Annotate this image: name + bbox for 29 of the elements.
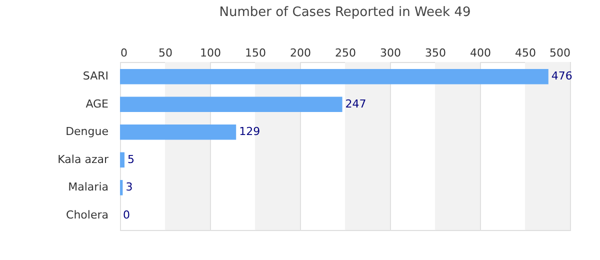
x-tick-label: 400	[470, 46, 491, 60]
x-tick-label: 100	[200, 46, 221, 60]
x-tick-label: 0	[120, 46, 128, 60]
y-tick-label: Dengue	[66, 125, 109, 138]
x-tick-label: 200	[290, 46, 311, 60]
data-label: 247	[345, 97, 366, 110]
x-tick-label: 50	[158, 46, 172, 60]
y-tick-label: SARI	[82, 70, 108, 83]
y-tick-label: Malaria	[68, 180, 108, 194]
bar	[120, 180, 123, 196]
bar	[120, 124, 236, 140]
x-tick-label: 300	[380, 46, 401, 60]
data-label: 5	[128, 152, 134, 166]
data-label: 476	[551, 70, 572, 83]
bar	[120, 152, 124, 168]
y-tick-label: Kala azar	[58, 152, 109, 166]
data-label: 3	[126, 180, 133, 194]
data-label: 129	[239, 125, 260, 138]
x-tick-label: 250	[335, 46, 356, 60]
chart-title: Number of Cases Reported in Week 49	[219, 5, 471, 20]
x-tick-label: 350	[425, 46, 446, 60]
bar	[120, 68, 548, 84]
bar	[120, 96, 342, 112]
x-tick-label: 450	[515, 46, 536, 60]
y-tick-label: Cholera	[66, 208, 108, 222]
y-tick-label: AGE	[86, 97, 109, 110]
x-tick-label: 500	[550, 46, 570, 60]
data-label: 0	[123, 208, 130, 222]
x-tick-label: 150	[245, 46, 266, 60]
